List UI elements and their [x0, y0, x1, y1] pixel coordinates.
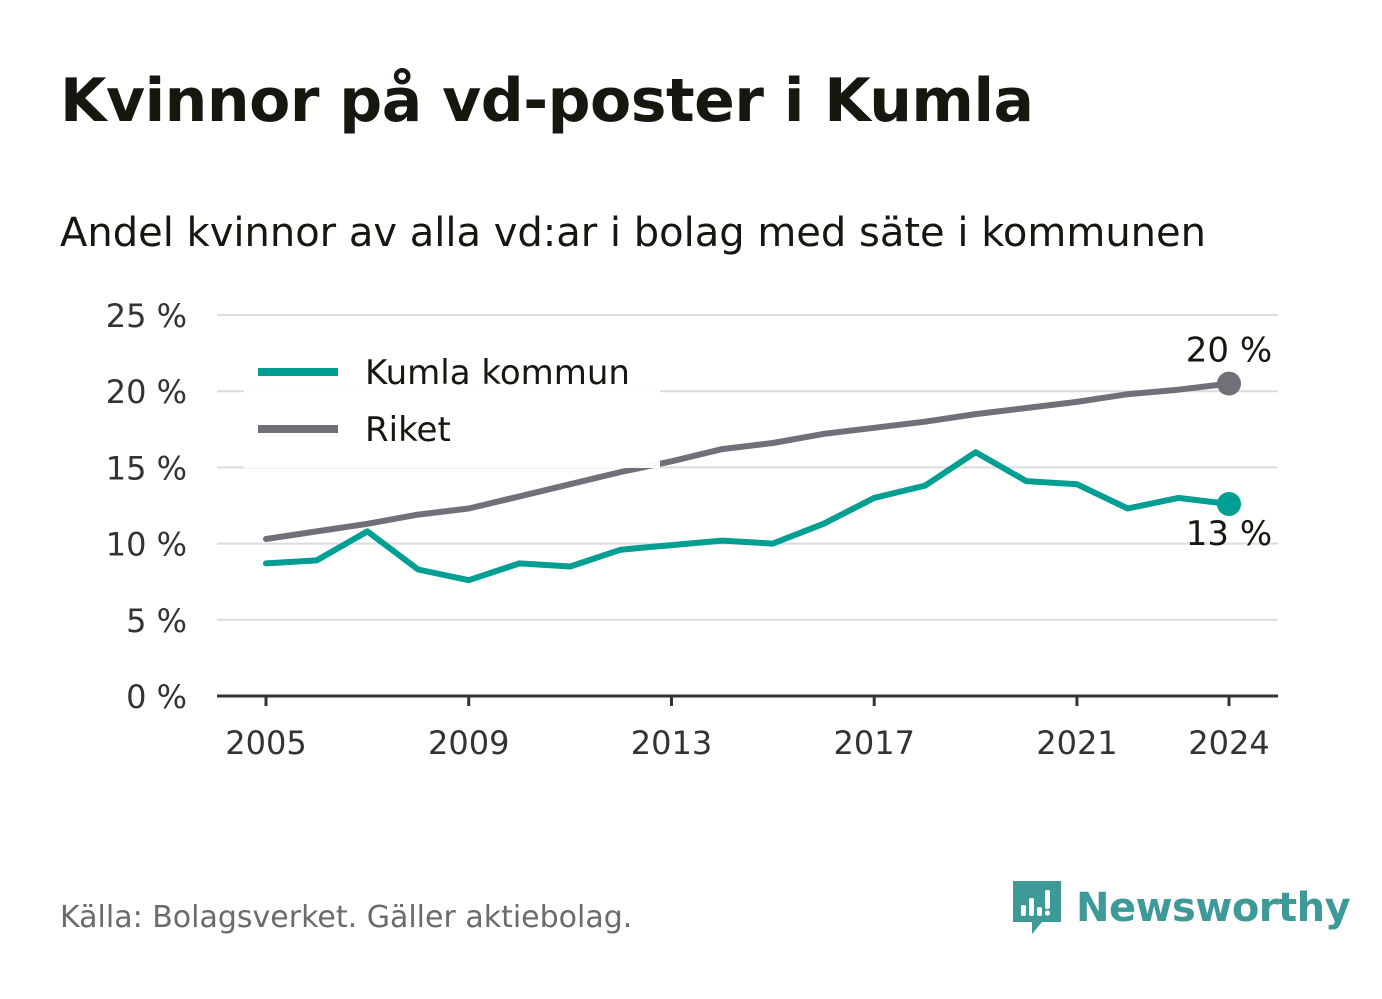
chart-subtitle: Andel kvinnor av alla vd:ar i bolag med … — [60, 210, 1206, 256]
y-tick-label: 0 % — [126, 678, 187, 716]
y-tick-label: 10 % — [106, 526, 187, 564]
newsworthy-logo-icon — [1013, 881, 1061, 934]
x-tick-label: 2009 — [428, 724, 509, 762]
x-tick-label: 2017 — [833, 724, 914, 762]
legend-label: Kumla kommun — [365, 353, 630, 393]
y-tick-label: 25 % — [106, 297, 187, 335]
x-tick-label: 2005 — [225, 724, 306, 762]
series-layer — [263, 371, 1241, 584]
brand-name: Newsworthy — [1076, 885, 1351, 931]
end-point-kumla — [1217, 491, 1241, 516]
label-layer: 20 % 13 % — [1186, 331, 1272, 554]
end-label-riket: 20 % — [1186, 331, 1272, 371]
end-label-kumla: 13 % — [1186, 514, 1272, 554]
chart-title: Kvinnor på vd-poster i Kumla — [60, 66, 1034, 136]
y-tick-label: 20 % — [106, 373, 187, 411]
y-tick-label: 5 % — [126, 602, 187, 640]
source-note: Källa: Bolagsverket. Gäller aktiebolag. — [60, 900, 633, 935]
legend: Kumla kommun Riket — [244, 344, 660, 468]
x-tick-label: 2024 — [1188, 724, 1269, 762]
x-tick-label: 2013 — [631, 724, 712, 762]
legend-label: Riket — [365, 410, 451, 450]
legend-box — [244, 344, 660, 468]
x-tick-label: 2021 — [1036, 724, 1117, 762]
end-point-riket — [1217, 371, 1241, 396]
brand-logo[interactable]: Newsworthy — [1010, 878, 1351, 938]
series-line-riket — [263, 380, 1232, 542]
series-line-kumla — [263, 449, 1232, 584]
y-tick-label: 15 % — [106, 449, 187, 487]
